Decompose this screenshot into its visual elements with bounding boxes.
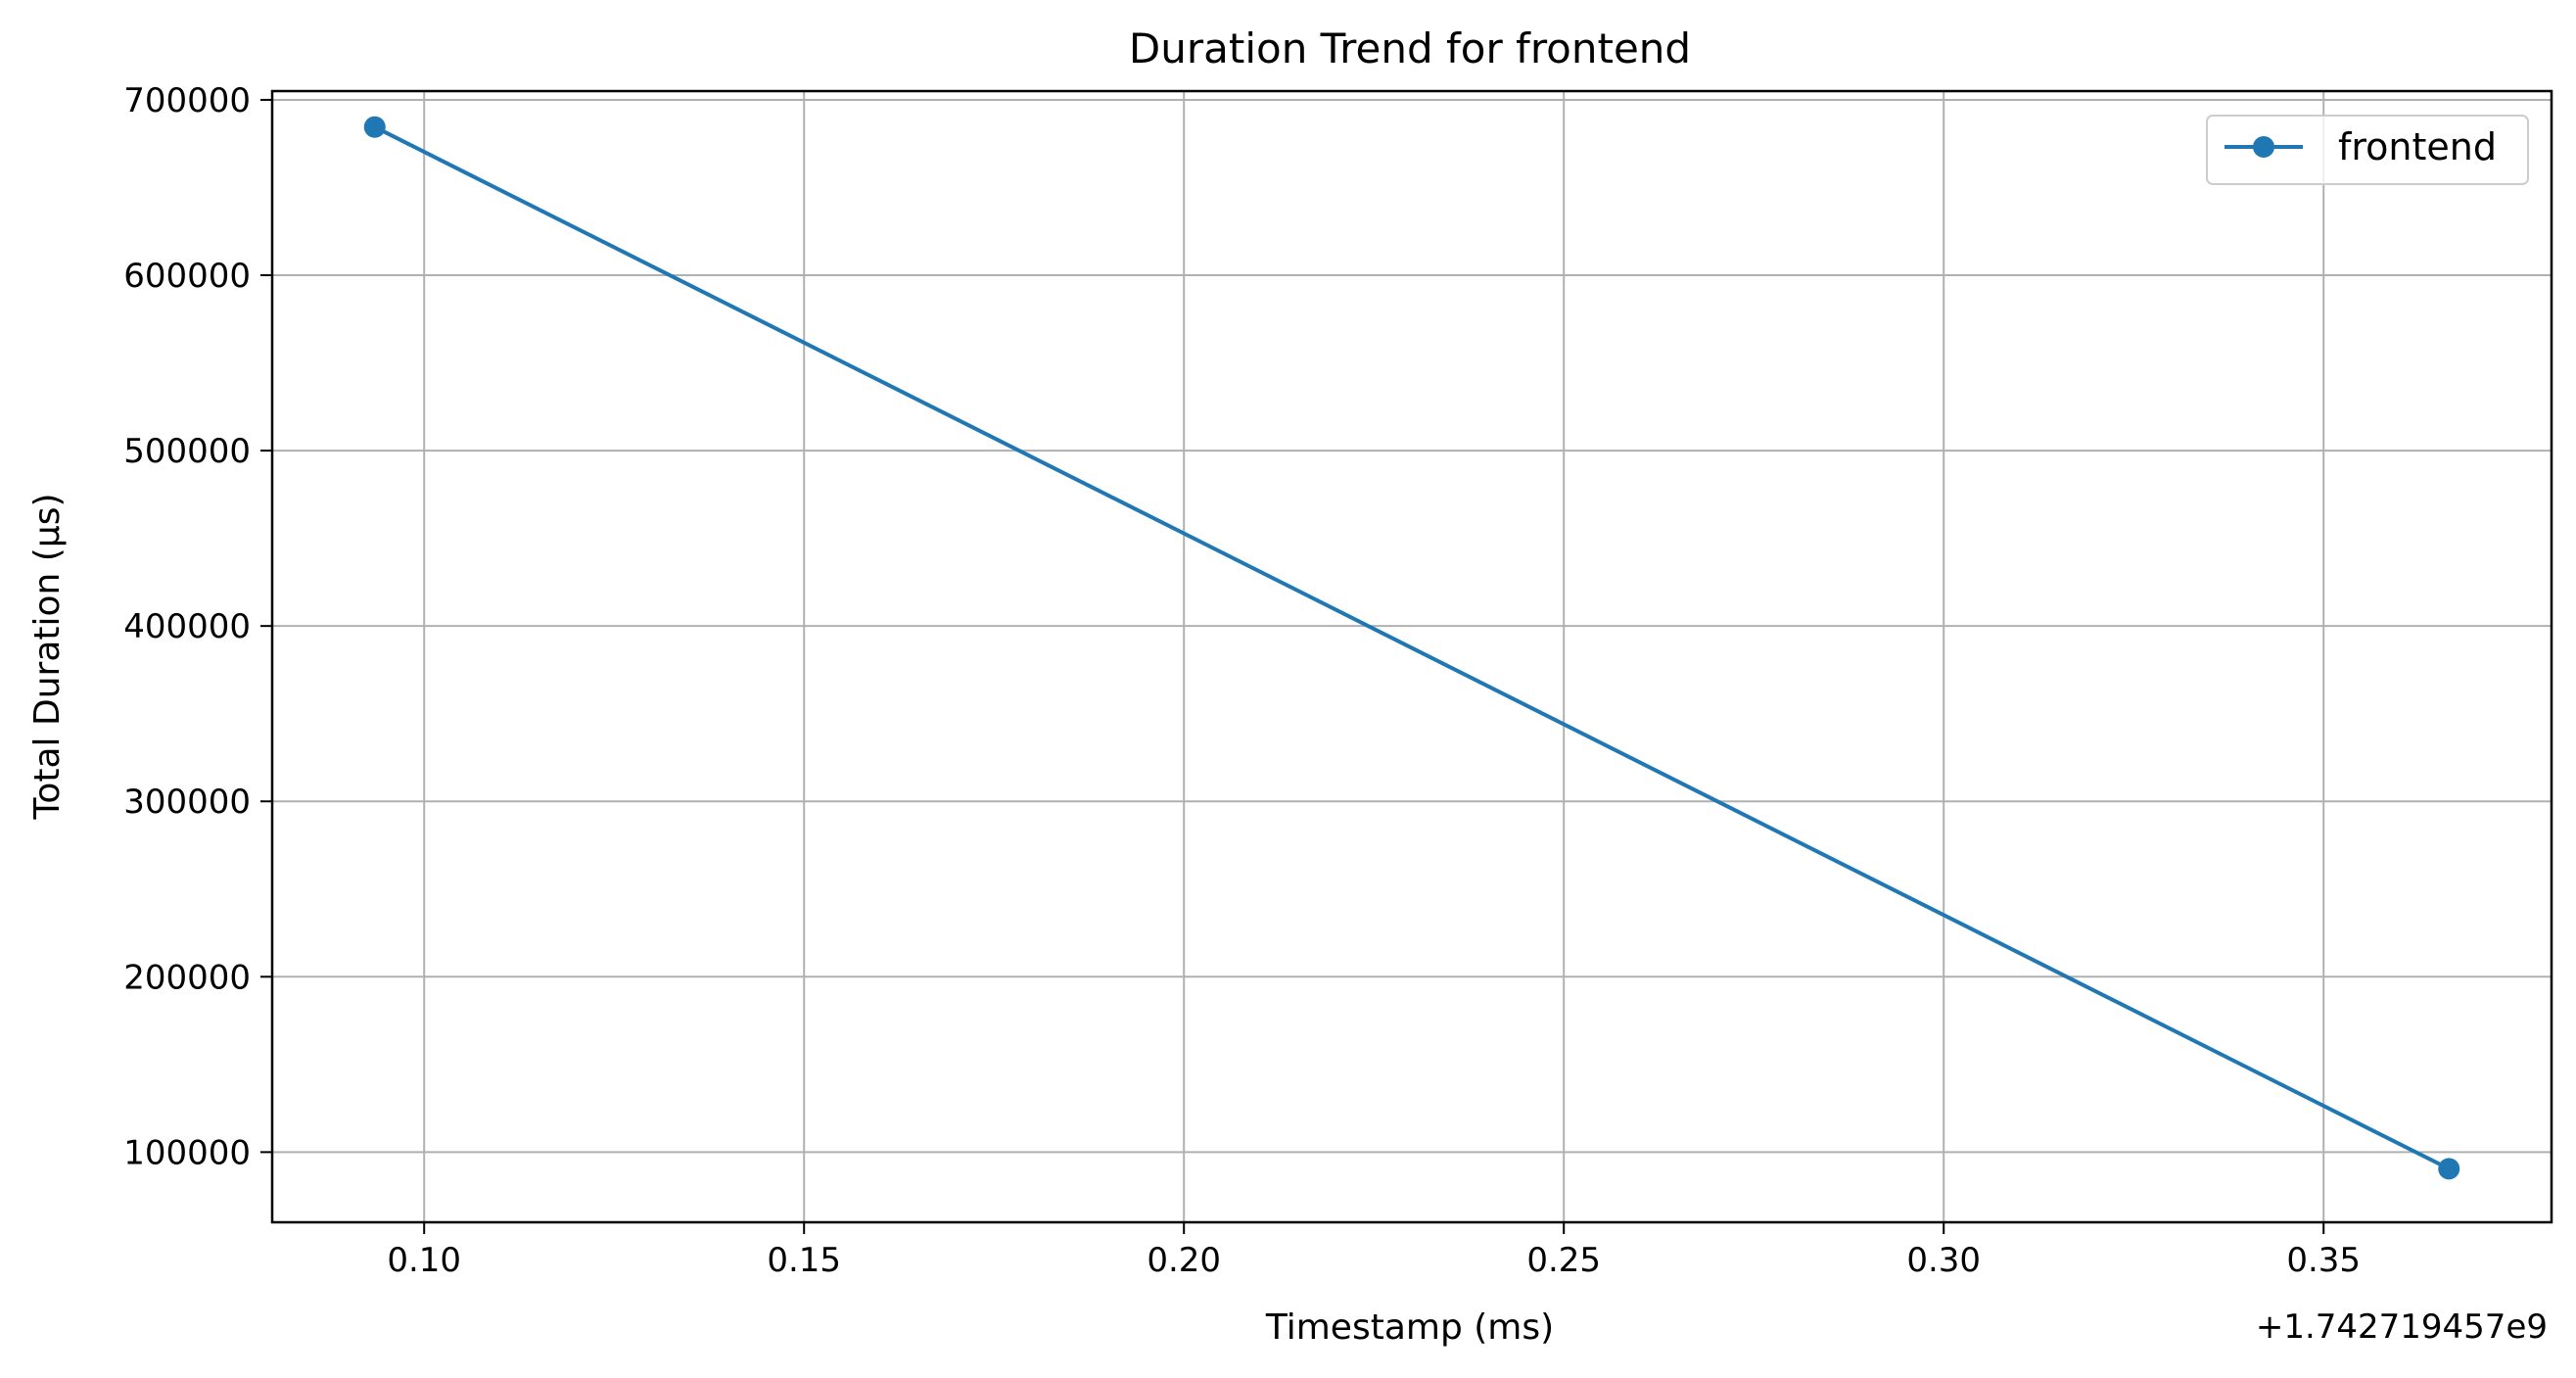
- series-layer: [363, 116, 2460, 1180]
- legend-label-frontend: frontend: [2338, 125, 2497, 168]
- y-tick-label: 600000: [123, 257, 251, 296]
- plot-frame: [270, 89, 2553, 1224]
- x-axis-label: Timestamp (ms): [1265, 1307, 1554, 1348]
- y-tick-label: 400000: [123, 607, 251, 646]
- data-point-frontend: [2438, 1158, 2460, 1180]
- plot-area: [272, 91, 2552, 1222]
- x-tick-label: 0.20: [1147, 1241, 1221, 1280]
- y-tick-label: 300000: [123, 783, 251, 822]
- x-tick-label: 0.30: [1906, 1241, 1981, 1280]
- y-tick-label: 100000: [123, 1133, 251, 1172]
- x-axis-ticks: 0.10 0.15 0.20 0.25 0.30 0.35: [387, 1222, 2361, 1280]
- y-tick-label: 700000: [123, 81, 251, 120]
- y-tick-label: 200000: [123, 958, 251, 997]
- y-axis-label: Total Duration (µs): [27, 493, 68, 820]
- chart-title: Duration Trend for frontend: [1129, 24, 1691, 72]
- data-point-frontend: [363, 116, 386, 138]
- legend: frontend: [2206, 115, 2529, 185]
- grid: [272, 91, 2552, 1222]
- x-tick-label: 0.25: [1526, 1241, 1601, 1280]
- x-axis-offset-label: +1.742719457e9: [2256, 1307, 2548, 1347]
- legend-box: [2206, 115, 2529, 185]
- x-tick-label: 0.35: [2286, 1241, 2361, 1280]
- x-tick-label: 0.10: [387, 1241, 461, 1280]
- series-line-frontend: [373, 124, 2451, 1171]
- legend-marker-frontend: [2253, 136, 2274, 158]
- y-tick-label: 500000: [123, 432, 251, 471]
- y-axis-ticks: 100000 200000 300000 400000 500000 600000 7000…: [123, 81, 272, 1172]
- x-tick-label: 0.15: [767, 1241, 841, 1280]
